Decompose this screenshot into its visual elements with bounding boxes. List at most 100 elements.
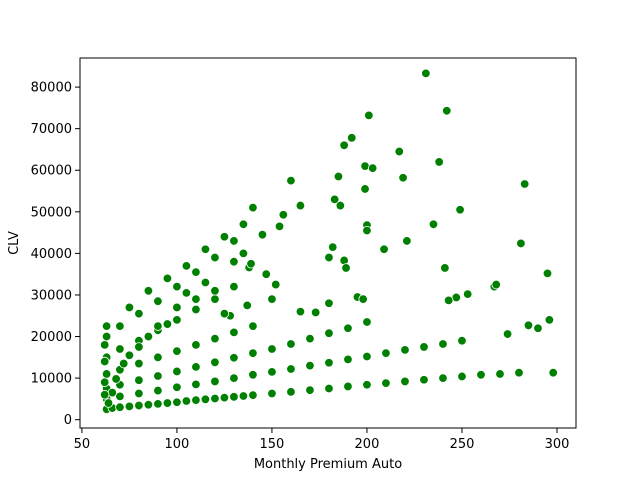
points-layer xyxy=(99,68,558,414)
scatter-point xyxy=(271,279,281,290)
scatter-point xyxy=(455,205,465,215)
scatter-point xyxy=(248,321,258,331)
scatter-point xyxy=(134,308,144,319)
scatter-point xyxy=(115,402,125,412)
scatter-point xyxy=(438,339,448,349)
scatter-point xyxy=(267,388,277,399)
scatter-point xyxy=(219,308,230,319)
scatter-point xyxy=(210,333,220,344)
scatter-point xyxy=(99,340,110,350)
scatter-point xyxy=(519,179,530,189)
scatter-point xyxy=(219,392,230,403)
scatter-point xyxy=(261,269,271,279)
scatter-point xyxy=(544,315,555,325)
scatter-point xyxy=(533,323,543,333)
scatter-point xyxy=(153,385,163,396)
y-tick-label: 40000 xyxy=(31,247,72,262)
scatter-point xyxy=(333,171,344,182)
scatter-point xyxy=(229,281,239,292)
scatter-point xyxy=(305,385,315,395)
scatter-point xyxy=(286,175,296,186)
scatter-point xyxy=(295,200,306,211)
x-tick-label: 100 xyxy=(165,437,190,452)
x-axis-ticks: 50 100 150 200 250 300 xyxy=(74,428,569,452)
scatter-point xyxy=(99,356,110,367)
scatter-point xyxy=(400,376,410,387)
x-tick-label: 150 xyxy=(260,437,285,452)
scatter-point xyxy=(341,263,351,273)
scatter-point xyxy=(238,248,249,259)
scatter-point xyxy=(115,321,125,331)
scatter-point xyxy=(99,377,110,387)
scatter-point xyxy=(305,333,315,344)
scatter-point xyxy=(229,353,239,363)
scatter-point xyxy=(362,225,372,236)
scatter-point xyxy=(162,273,173,284)
scatter-point xyxy=(219,232,230,242)
scatter-point xyxy=(103,398,114,408)
scatter-point xyxy=(502,329,513,339)
scatter-point xyxy=(324,298,334,308)
scatter-point xyxy=(367,163,378,173)
scatter-point xyxy=(295,306,306,317)
scatter-point xyxy=(162,319,173,329)
scatter-point xyxy=(476,370,486,380)
scatter-point xyxy=(335,200,346,211)
scatter-point xyxy=(362,380,372,390)
scatter-point xyxy=(248,348,258,358)
scatter-point xyxy=(329,194,340,205)
scatter-point xyxy=(495,369,505,379)
scatter-point xyxy=(491,279,501,290)
scatter-point xyxy=(162,398,173,408)
scatter-point xyxy=(210,252,220,263)
scatter-point xyxy=(101,369,112,379)
scatter-point xyxy=(248,370,258,380)
scatter-point xyxy=(172,281,182,292)
scatter-point xyxy=(172,302,182,313)
scatter-point xyxy=(153,321,163,331)
scatter-point xyxy=(143,286,154,296)
scatter-point xyxy=(310,307,321,318)
scatter-point xyxy=(210,294,220,304)
scatter-point xyxy=(324,328,334,338)
scatter-point xyxy=(172,366,182,377)
scatter-point xyxy=(200,277,211,288)
scatter-point xyxy=(238,391,249,401)
scatter-point xyxy=(210,376,220,387)
scatter-point xyxy=(457,371,467,382)
scatter-point xyxy=(398,173,408,183)
scatter-point xyxy=(229,257,239,267)
scatter-point xyxy=(101,321,112,331)
scatter-point xyxy=(434,157,444,167)
scatter-point xyxy=(181,396,192,406)
scatter-point xyxy=(124,302,135,313)
scatter-point xyxy=(364,110,374,121)
scatter-point xyxy=(343,381,353,392)
scatter-point xyxy=(200,244,211,254)
scatter-point xyxy=(143,400,154,410)
scatter-point xyxy=(134,375,144,385)
y-tick-label: 10000 xyxy=(31,372,72,387)
scatter-point xyxy=(457,336,467,346)
scatter-point xyxy=(542,268,553,279)
scatter-point xyxy=(229,327,239,338)
scatter-point xyxy=(172,397,182,407)
scatter-point xyxy=(438,373,448,383)
scatter-point xyxy=(191,362,201,372)
scatter-point xyxy=(191,304,201,315)
scatter-point xyxy=(172,346,182,356)
scatter-point xyxy=(286,339,296,349)
scatter-point xyxy=(443,295,454,306)
scatter-point xyxy=(124,401,135,412)
y-tick-label: 50000 xyxy=(31,205,72,220)
y-tick-label: 30000 xyxy=(31,288,72,303)
x-axis-label: Monthly Premium Auto xyxy=(254,457,402,472)
scatter-point xyxy=(191,294,201,304)
scatter-point xyxy=(134,342,144,352)
scatter-point xyxy=(339,140,349,151)
scatter-point xyxy=(191,395,201,405)
scatter-point xyxy=(257,229,268,240)
scatter-point xyxy=(210,286,220,296)
scatter-point xyxy=(229,392,239,402)
scatter-point xyxy=(523,320,534,331)
